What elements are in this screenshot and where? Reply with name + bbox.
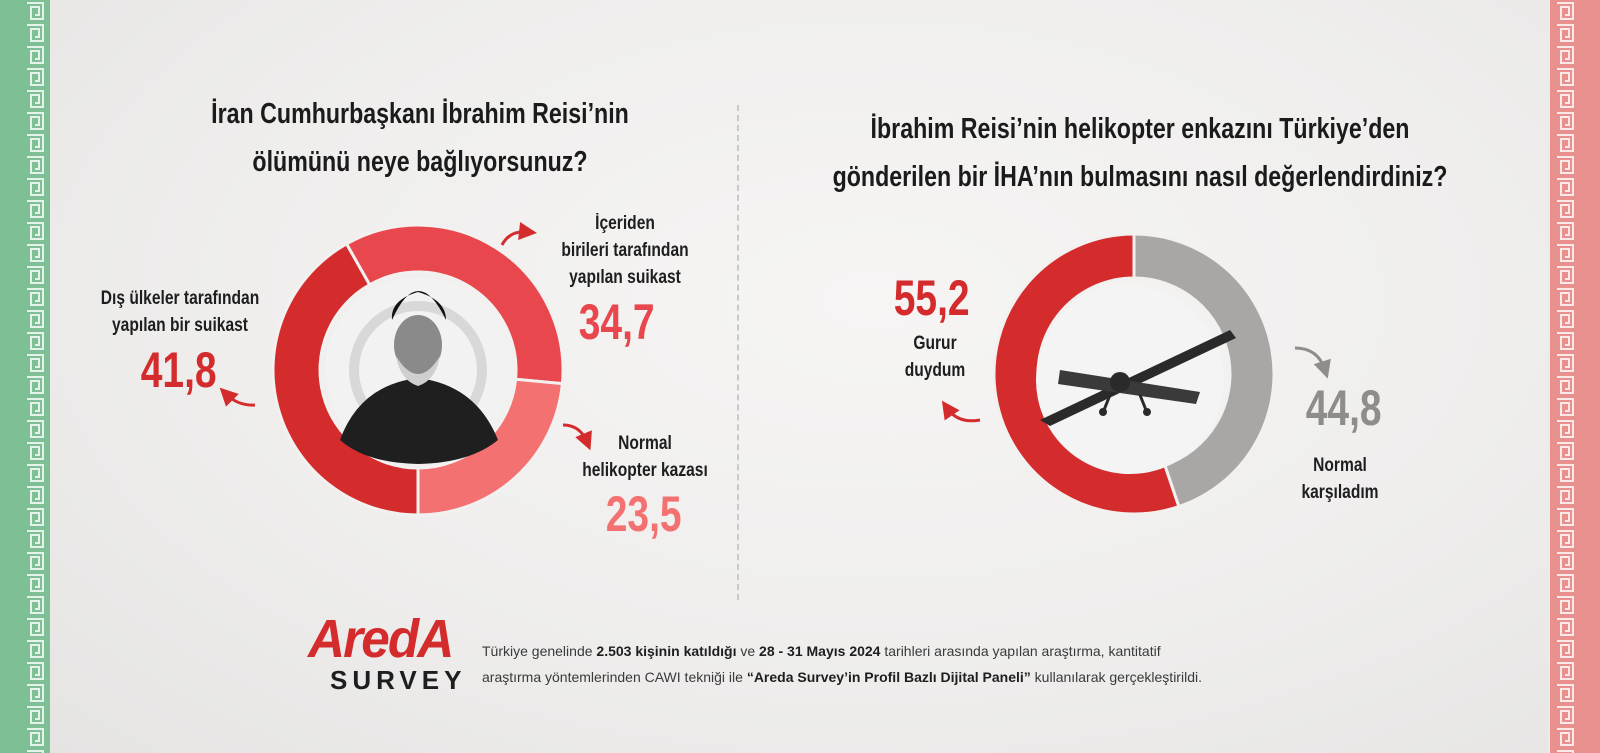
slice-label-iceriden: İçeriden birileri tarafından yapılan sui…: [561, 213, 689, 288]
pattern-right: [1554, 0, 1576, 753]
chart-2-slice-0: [992, 232, 1181, 516]
survey-methodology-note: Türkiye genelinde 2.503 kişinin katıldığ…: [482, 638, 1442, 690]
slice-value-34-7: 34,7: [578, 294, 655, 350]
pattern-left: [24, 0, 46, 753]
slice-label-gurur-duydum: Gurur duydum: [904, 333, 966, 381]
chart-2-slice-1: [1132, 232, 1276, 509]
arrow-41-8: [219, 387, 256, 407]
drone-image: [1036, 286, 1236, 474]
chart-1-slice-1: [344, 223, 565, 386]
slice-label-normal-kaza: Normal helikopter kazası: [582, 433, 708, 481]
chart-2-title: İbrahim Reisi’nin helikopter enkazını Tü…: [832, 113, 1448, 193]
arrow-23-5: [562, 423, 592, 451]
note-line-1: Türkiye genelinde 2.503 kişinin katıldığ…: [482, 643, 1161, 659]
slice-label-dis-ulkeler: Dış ülkeler tarafından yapılan bir suika…: [100, 288, 260, 336]
slice-value-23-5: 23,5: [605, 486, 682, 542]
arrow-44-8: [1294, 346, 1331, 379]
logo-subtitle: SURVEY: [330, 665, 467, 695]
chart-1-slice-0: [271, 241, 420, 517]
section-divider: [737, 105, 739, 600]
portrait-image: [325, 277, 511, 464]
decorative-band-left: [0, 0, 50, 753]
slice-value-55-2: 55,2: [893, 270, 970, 326]
chart-1-title: İran Cumhurbaşkanı İbrahim Reisi’nin ölü…: [211, 98, 629, 178]
note-line-2: araştırma yöntemlerinden CAWI tekniği il…: [482, 669, 1202, 685]
areda-survey-logo: AredA SURVEY: [308, 609, 467, 695]
slice-value-41-8: 41,8: [140, 342, 217, 398]
donut-chart-1: [271, 223, 565, 517]
decorative-band-right: [1550, 0, 1600, 753]
chart-1-slice-2: [416, 377, 564, 517]
logo-wordmark: AredA: [308, 609, 454, 669]
slice-value-44-8: 44,8: [1305, 380, 1382, 436]
slice-label-normal-karsiladim: Normal karşıladım: [1301, 455, 1379, 503]
donut-chart-2: [992, 232, 1276, 516]
arrow-55-2: [941, 400, 981, 423]
arrow-34-7: [500, 222, 537, 246]
